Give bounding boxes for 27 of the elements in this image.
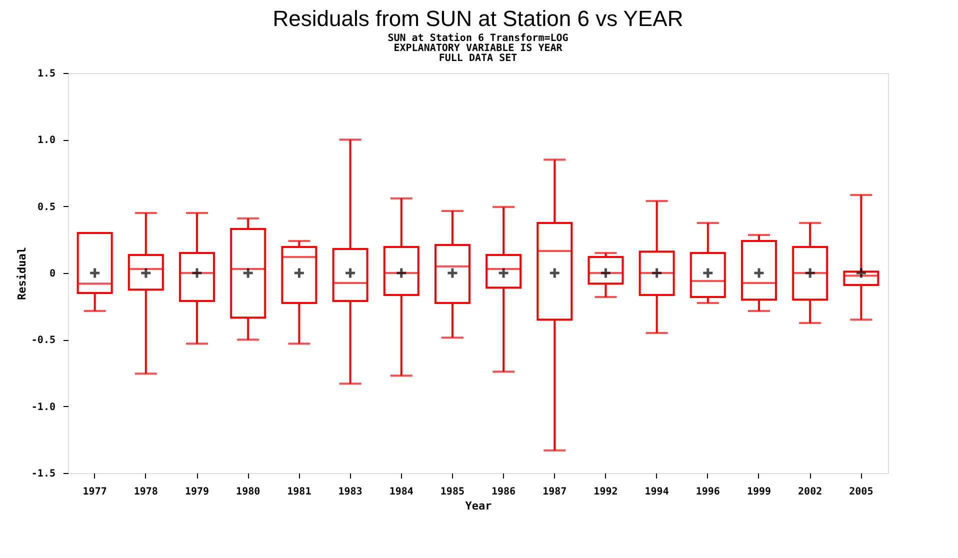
x-tick-label: 1979 (184, 486, 210, 498)
y-tick-label: 1.0 (37, 135, 56, 146)
x-tick-label: 1996 (696, 486, 720, 498)
x-tick-label: 1986 (492, 486, 516, 498)
chart-subtitle: SUN at Station 6 Transform=LOG EXPLANATORY VARIABLE IS YEAR FULL DATA SET (388, 32, 568, 64)
x-tick-label: 1984 (389, 486, 414, 498)
x-tick-label: 2005 (849, 486, 874, 498)
x-tick-label: 1983 (338, 486, 362, 498)
y-tick-label: -1.0 (31, 402, 56, 413)
y-tick-label: -1.5 (31, 468, 56, 480)
x-tick-label: 1980 (236, 486, 260, 498)
x-tick-label: 1994 (644, 486, 669, 498)
x-tick-label: 1981 (287, 486, 312, 498)
y-tick-label: 0.5 (37, 202, 56, 213)
x-tick-label: 1977 (82, 486, 107, 498)
x-tick-label: 1992 (594, 486, 618, 498)
x-tick-label: 1978 (134, 486, 158, 498)
x-tick-label: 2002 (798, 486, 822, 498)
y-tick-label: 1.5 (37, 68, 56, 80)
x-tick-label: 1985 (440, 486, 464, 498)
y-axis-title: Residual (15, 247, 28, 300)
x-tick-label: 1999 (746, 486, 772, 498)
chart-title: Residuals from SUN at Station 6 vs YEAR (272, 6, 684, 31)
x-axis-title: Year (465, 500, 492, 512)
y-tick-label: -0.5 (31, 335, 56, 346)
x-tick-label: 1987 (542, 486, 567, 498)
y-tick-label: 0 (49, 268, 56, 280)
